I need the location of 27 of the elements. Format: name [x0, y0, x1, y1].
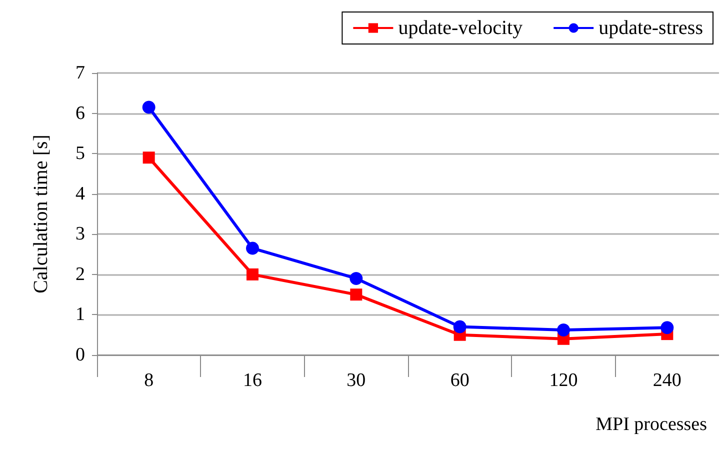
y-tick-label: 6 — [76, 102, 85, 124]
legend-label: update-stress — [598, 17, 704, 39]
x-tick-label: 120 — [549, 370, 578, 391]
point — [350, 288, 362, 301]
point — [660, 321, 674, 334]
y-tick-label: 0 — [76, 344, 85, 366]
point — [142, 152, 155, 164]
point — [350, 272, 363, 285]
x-tick-label: 30 — [346, 370, 366, 391]
y-tick-label: 7 — [76, 62, 85, 84]
y-tick-label: 4 — [76, 183, 86, 204]
y-tick-label: 5 — [76, 143, 85, 164]
legend-label: update-velocity — [398, 17, 523, 39]
y-tick-label: 2 — [76, 264, 85, 285]
point — [142, 100, 156, 114]
x-tick-label: 16 — [243, 370, 262, 391]
x-tick-label: 240 — [652, 370, 682, 391]
y-tick-label: 1 — [76, 304, 85, 326]
x-tick-label: 60 — [450, 370, 470, 391]
x-axis-title: MPI processes — [596, 414, 707, 435]
point — [246, 268, 258, 280]
point — [246, 242, 259, 255]
point — [453, 320, 466, 334]
point — [557, 324, 570, 337]
x-tick-label: 8 — [144, 370, 154, 391]
y-tick-label: 3 — [76, 224, 85, 245]
y-axis-title: Calculation time [s] — [30, 134, 52, 294]
